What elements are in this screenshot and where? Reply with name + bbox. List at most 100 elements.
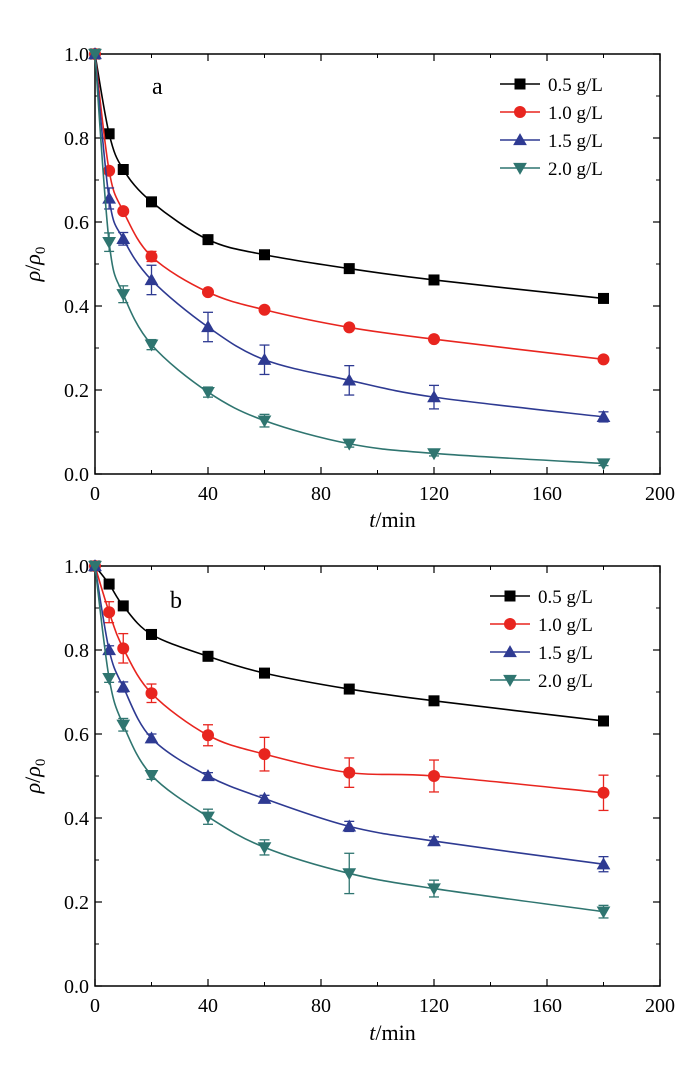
data-point (428, 770, 440, 782)
y-tick-label: 0.6 (64, 724, 89, 746)
data-point (201, 386, 215, 399)
series-1-0-g-L (89, 48, 610, 366)
legend-label: 0.5 g/L (548, 75, 603, 96)
y-tick-label: 0.4 (64, 808, 89, 830)
data-point (201, 811, 215, 824)
y-tick-label: 0.2 (64, 892, 89, 914)
legend-marker (513, 133, 527, 146)
data-point (596, 410, 611, 423)
x-tick-label: 120 (419, 995, 449, 1017)
data-point (258, 303, 271, 316)
y-tick-label: 0.6 (64, 212, 89, 234)
series-1-5-g-L (88, 559, 611, 873)
data-point (202, 234, 214, 246)
data-point (597, 353, 610, 366)
x-tick-label: 160 (532, 995, 562, 1017)
x-axis-label-var: t (369, 1020, 376, 1045)
data-point (597, 786, 610, 799)
data-point (596, 857, 611, 870)
legend-label: 1.5 g/L (548, 131, 603, 152)
y-axis-label-var: ρ (20, 783, 45, 795)
y-axis-label-base: ρ (20, 766, 45, 778)
data-point (596, 906, 611, 919)
data-point (202, 286, 214, 299)
y-tick-label: 0.0 (64, 976, 89, 998)
data-point (343, 263, 355, 275)
data-point (145, 250, 158, 263)
x-tick-label: 0 (90, 995, 100, 1017)
data-point (117, 642, 130, 655)
legend-marker (513, 162, 527, 175)
data-point (342, 438, 357, 451)
y-axis-label-base: ρ (20, 254, 45, 266)
data-point (103, 578, 115, 590)
series-line (94, 53, 604, 300)
data-point (343, 766, 356, 779)
data-point (202, 729, 214, 742)
data-point (598, 715, 609, 727)
legend-marker (504, 618, 516, 630)
y-tick-label: 0.8 (64, 640, 89, 662)
data-point (144, 770, 159, 783)
y-axis-label-subscript: 0 (33, 247, 49, 255)
series-0-5-g-L (89, 48, 609, 304)
series-2-0-g-L (88, 560, 611, 919)
x-axis-label-unit: /min (375, 507, 415, 532)
x-tick-label: 0 (90, 483, 100, 505)
data-point (117, 164, 129, 175)
data-point (202, 650, 214, 662)
y-tick-label: 0.0 (64, 464, 89, 486)
y-axis-label-slash: / (20, 264, 45, 271)
data-point (116, 231, 131, 244)
x-tick-label: 80 (311, 483, 331, 505)
legend-label: 0.5 g/L (538, 587, 593, 608)
data-point (144, 273, 159, 286)
data-point (116, 719, 131, 732)
data-point (598, 292, 609, 304)
x-tick-label: 40 (198, 483, 218, 505)
data-point (427, 390, 441, 403)
data-point (596, 458, 611, 471)
data-point (427, 834, 441, 847)
x-tick-label: 160 (532, 483, 562, 505)
y-axis-label: ρ/ρ0 (20, 759, 49, 795)
data-point (257, 791, 272, 804)
y-tick-label: 0.2 (64, 380, 89, 402)
data-point (201, 320, 215, 333)
series-2-0-g-L (88, 48, 611, 471)
y-axis-label-var: ρ (20, 271, 45, 283)
series-line (94, 53, 604, 361)
legend-label: 1.0 g/L (548, 103, 603, 124)
data-point (116, 680, 131, 693)
data-point (259, 667, 270, 679)
legend-label: 1.5 g/L (538, 643, 593, 664)
data-point (145, 687, 158, 700)
legend-marker (514, 78, 526, 90)
data-point (428, 333, 440, 346)
data-point (117, 205, 130, 218)
data-point (102, 237, 116, 250)
y-tick-label: 1.0 (64, 556, 89, 578)
y-axis-label-slash: / (20, 776, 45, 783)
data-point (146, 628, 157, 640)
data-point (103, 606, 116, 619)
x-axis-label: t/min (369, 507, 415, 532)
x-tick-label: 120 (419, 483, 449, 505)
x-axis-label-var: t (369, 507, 376, 532)
data-point (257, 352, 272, 365)
y-axis-label: ρ/ρ0 (20, 247, 49, 283)
data-point (146, 196, 157, 208)
data-point (201, 769, 215, 782)
panel-label: a (152, 74, 163, 100)
series-1-5-g-L (88, 47, 611, 423)
x-tick-label: 80 (311, 995, 331, 1017)
data-point (258, 748, 271, 761)
data-point (343, 321, 356, 334)
data-point (88, 560, 102, 573)
x-tick-label: 200 (645, 995, 675, 1017)
data-point (88, 48, 102, 61)
x-tick-label: 40 (198, 995, 218, 1017)
legend-marker (503, 674, 517, 687)
data-point (144, 339, 159, 352)
